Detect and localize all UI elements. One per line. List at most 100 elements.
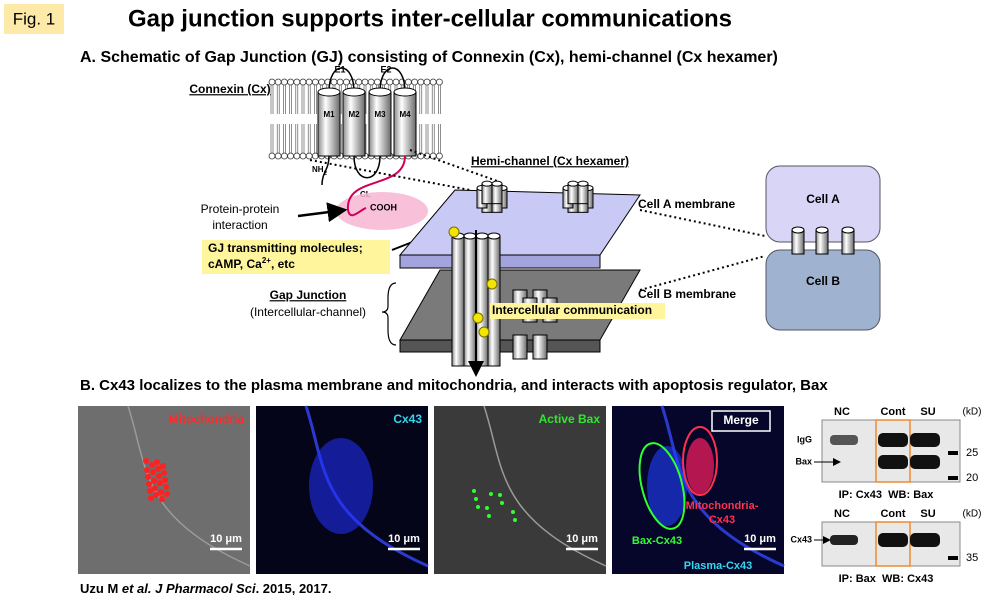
lipid-head: [435, 152, 443, 160]
c-term-label: COOH: [370, 202, 397, 212]
lipid-head: [423, 78, 431, 86]
mito-signal: [154, 459, 160, 465]
hemichannel-label: Hemi-channel (Cx hexamer): [471, 154, 629, 168]
ppi-label: interaction: [212, 218, 267, 232]
band: [910, 455, 940, 469]
panel-label: Mitochondria: [169, 412, 245, 426]
membrane-label: Cell B membrane: [638, 287, 736, 301]
lipid-head: [280, 152, 288, 160]
citation-part: et al. J Pharmacol Sci: [122, 581, 256, 596]
cell-outline: [483, 405, 607, 567]
annotation: Mitochondria-: [686, 500, 759, 512]
helix-top: [368, 87, 392, 97]
mito-signal: [155, 466, 161, 472]
molecules-label-part: cAMP, Ca: [208, 257, 262, 271]
marker-label: 25: [966, 447, 978, 459]
mito-signal: [157, 480, 163, 486]
gj-top: [487, 232, 501, 240]
mito-signal: [146, 481, 152, 487]
citation: Uzu M et al. J Pharmacol Sci. 2015, 2017…: [80, 581, 331, 596]
title: Gap junction supports inter-cellular com…: [128, 5, 732, 32]
mito-signal: [143, 458, 149, 464]
lipid-head: [274, 78, 282, 86]
band: [878, 433, 908, 447]
lipid-head: [330, 78, 338, 86]
gj-top: [463, 232, 477, 240]
band-label: Bax: [795, 456, 812, 466]
cell-channel-top: [841, 226, 855, 234]
mito-signal: [160, 463, 166, 469]
molecules-label: cAMP, Ca2+, etc: [208, 256, 295, 272]
mito-signal: [144, 467, 150, 473]
bax-signal: [472, 489, 476, 493]
lane-label: SU: [920, 406, 935, 418]
molecules-label-part: 2+: [262, 256, 271, 265]
lipid-head: [411, 78, 419, 86]
lipid-head: [293, 152, 301, 160]
lane-label: Cont: [880, 406, 905, 418]
lipid-head: [318, 78, 326, 86]
bax-signal: [476, 505, 480, 509]
hexamer-top: [567, 180, 579, 187]
cell-b: [765, 249, 881, 331]
molecule-highlight: [202, 240, 390, 274]
molecule-dot: [472, 312, 484, 324]
lipid-head: [305, 78, 313, 86]
gj-cylinder: [463, 235, 477, 367]
cell-outline: [660, 405, 785, 568]
molecules-label-part: , etc: [271, 257, 295, 271]
helix-label: M1: [323, 110, 335, 119]
band: [878, 455, 908, 469]
helix-label: M3: [374, 110, 386, 119]
cell-channel-top: [791, 226, 805, 234]
ppi-arrow: [297, 202, 348, 223]
mito-signal: [156, 473, 162, 479]
mito-signal: [151, 478, 157, 484]
cell-label: Cell A: [806, 192, 840, 206]
hexamer-top: [481, 180, 493, 187]
scale-label: 10 μm: [744, 533, 776, 545]
panel-label: Merge: [723, 413, 759, 427]
cl-loop: [353, 155, 381, 179]
gj-cylinder: [475, 235, 489, 367]
blot-caption: IP: Cx43 WB: Bax: [839, 489, 935, 501]
cell-channel: [841, 229, 855, 255]
mito-signal: [162, 477, 168, 483]
helix-top: [342, 87, 366, 97]
lipid-head: [342, 78, 350, 86]
lipid-head: [361, 78, 369, 86]
helix: [317, 91, 341, 157]
helix-label: M4: [399, 110, 411, 119]
mito-signal: [163, 484, 169, 490]
lipid-head: [429, 78, 437, 86]
helix: [368, 91, 392, 157]
n-term: [321, 155, 330, 186]
molecule-dot: [448, 226, 460, 238]
unit-label: (kD): [963, 407, 982, 418]
mito-signal: [159, 496, 165, 502]
lipid-head: [274, 152, 282, 160]
micrograph: [78, 406, 250, 574]
mito-signal: [147, 488, 153, 494]
helix-label: M2: [348, 110, 360, 119]
connexin-label: Connexin (Cx): [189, 82, 270, 96]
band: [830, 435, 858, 445]
citation-part: . 2015, 2017.: [256, 581, 332, 596]
lipid-head: [293, 78, 301, 86]
gj-label: (Intercellular-channel): [250, 305, 366, 319]
lipid-head: [435, 78, 443, 86]
section-a-title: A. Schematic of Gap Junction (GJ) consis…: [80, 49, 778, 66]
mito-signal: [148, 495, 154, 501]
mito-signal: [164, 491, 170, 497]
citation-part: Uzu M: [80, 581, 122, 596]
helix-top: [393, 87, 417, 97]
dotted-link: [639, 255, 766, 291]
dotted-link: [409, 149, 501, 183]
lipid-head: [299, 152, 307, 160]
lipid-head: [268, 152, 276, 160]
annotation: Bax-Cx43: [632, 535, 682, 547]
band: [910, 533, 940, 547]
marker-label: 35: [966, 552, 978, 564]
cx43-signal: [309, 438, 373, 534]
lipid-head: [305, 152, 313, 160]
